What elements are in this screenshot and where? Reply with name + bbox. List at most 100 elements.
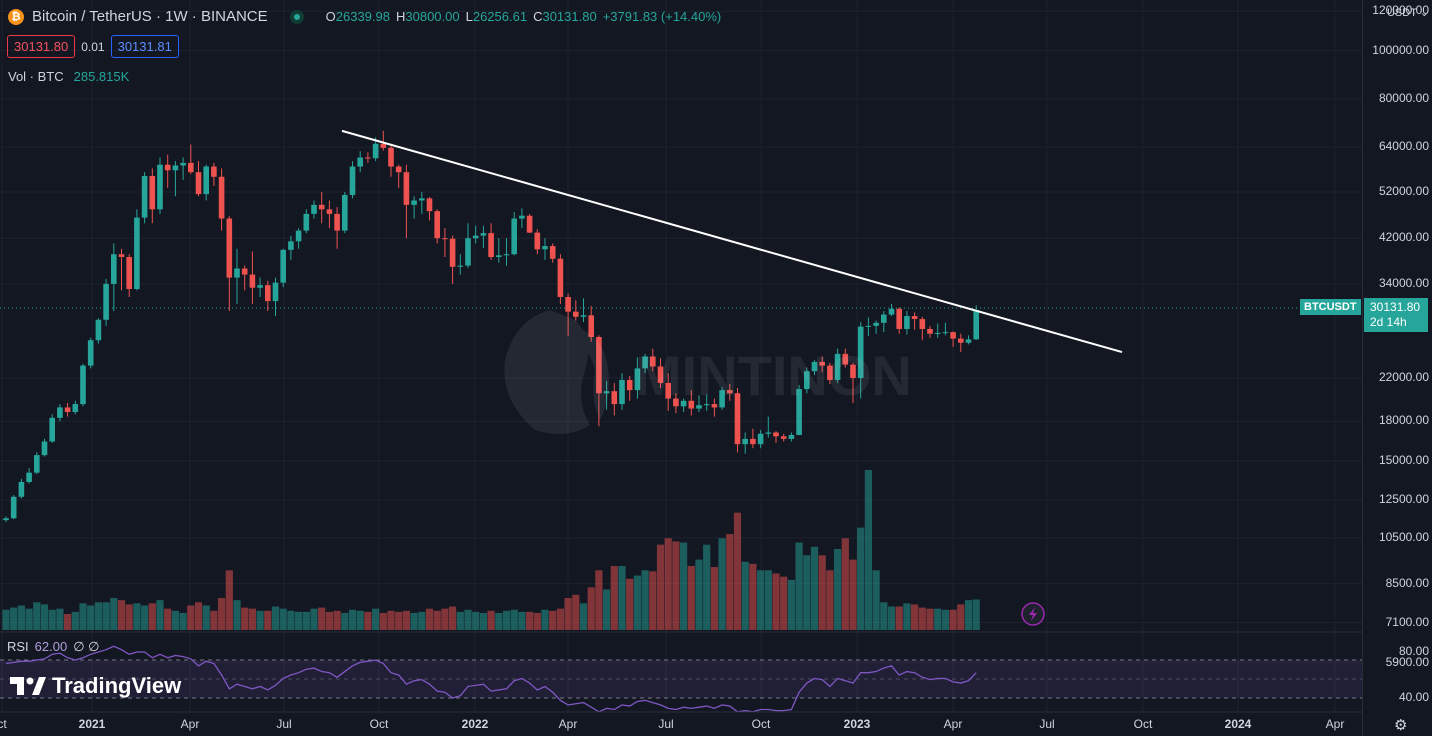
candle[interactable] <box>111 243 117 311</box>
candle[interactable] <box>118 248 125 291</box>
candle[interactable] <box>596 335 602 427</box>
candle[interactable] <box>865 317 872 337</box>
candle[interactable] <box>526 213 533 234</box>
candle[interactable] <box>303 209 310 234</box>
candle[interactable] <box>496 238 502 263</box>
candle[interactable] <box>804 367 810 394</box>
candle[interactable] <box>480 225 487 249</box>
candle[interactable] <box>904 310 910 335</box>
candle[interactable] <box>457 254 464 275</box>
candle[interactable] <box>734 388 741 453</box>
candle[interactable] <box>634 357 641 399</box>
candle[interactable] <box>342 192 348 234</box>
trendline[interactable] <box>341 129 1123 354</box>
tradingview-logo[interactable]: TradingView <box>10 673 181 699</box>
candle[interactable] <box>488 223 494 260</box>
candle[interactable] <box>218 168 225 231</box>
candle[interactable] <box>126 254 132 297</box>
buy-button[interactable]: 30131.81 <box>110 35 179 58</box>
candle[interactable] <box>750 428 756 449</box>
candle[interactable] <box>834 348 841 383</box>
candle[interactable] <box>703 394 710 411</box>
candle[interactable] <box>411 196 417 219</box>
candle[interactable] <box>727 383 733 401</box>
candle[interactable] <box>311 200 317 219</box>
candle[interactable] <box>503 238 510 266</box>
price-chart[interactable] <box>0 0 1362 736</box>
candle[interactable] <box>388 143 394 177</box>
candle[interactable] <box>234 248 240 304</box>
candle[interactable] <box>642 353 648 374</box>
candle[interactable] <box>149 168 156 224</box>
candle[interactable] <box>49 414 55 443</box>
candle[interactable] <box>64 402 71 417</box>
candle[interactable] <box>765 416 772 438</box>
candle[interactable] <box>172 161 179 197</box>
candle[interactable] <box>3 516 9 523</box>
symbol-title[interactable]: Bitcoin / TetherUS · 1W · BINANCE <box>32 8 268 25</box>
candle[interactable] <box>318 192 325 224</box>
candle[interactable] <box>657 358 664 389</box>
candle[interactable] <box>919 316 926 341</box>
candle[interactable] <box>241 265 248 291</box>
candle[interactable] <box>950 331 956 347</box>
candle[interactable] <box>26 468 32 484</box>
candle[interactable] <box>365 152 371 163</box>
candle[interactable] <box>334 207 340 249</box>
candle[interactable] <box>472 225 479 244</box>
candle[interactable] <box>773 431 779 443</box>
candle[interactable] <box>665 373 671 411</box>
candle[interactable] <box>688 390 695 416</box>
candle[interactable] <box>857 322 864 399</box>
candle[interactable] <box>573 300 579 321</box>
candle[interactable] <box>611 382 618 416</box>
candle[interactable] <box>711 398 718 417</box>
currency-selector[interactable]: USDT ⌄ <box>1386 7 1429 19</box>
lightning-icon[interactable] <box>1021 602 1045 626</box>
trendline-segment[interactable] <box>341 129 1123 354</box>
candle[interactable] <box>211 162 217 186</box>
candle[interactable] <box>188 144 194 175</box>
candle[interactable] <box>180 157 186 180</box>
candle[interactable] <box>850 362 856 403</box>
candle[interactable] <box>927 325 933 338</box>
candle[interactable] <box>842 348 849 368</box>
candle[interactable] <box>811 360 818 376</box>
price-axis[interactable]: USDT ⌄ 120000.00 100000.00 80000.00 64000.0… <box>1362 0 1432 736</box>
candle[interactable] <box>34 452 40 475</box>
candle[interactable] <box>819 356 825 373</box>
candle[interactable] <box>881 310 887 333</box>
candle[interactable] <box>911 312 918 330</box>
candle[interactable] <box>80 363 86 407</box>
candle[interactable] <box>796 384 802 436</box>
candle[interactable] <box>619 373 625 410</box>
candle[interactable] <box>680 398 687 412</box>
candle[interactable] <box>465 223 471 268</box>
candle[interactable] <box>18 478 25 499</box>
candle[interactable] <box>226 216 233 311</box>
candle[interactable] <box>380 130 387 151</box>
rsi-label[interactable]: RSI <box>7 639 29 654</box>
candle[interactable] <box>626 376 633 401</box>
candle[interactable] <box>511 212 517 256</box>
candlesticks[interactable] <box>3 130 979 523</box>
candle[interactable] <box>141 172 148 224</box>
candle[interactable] <box>272 277 279 317</box>
candle[interactable] <box>249 251 256 304</box>
candle[interactable] <box>534 229 541 255</box>
candle[interactable] <box>434 209 440 244</box>
candle[interactable] <box>650 348 656 372</box>
candle[interactable] <box>41 438 48 457</box>
candle[interactable] <box>195 161 202 197</box>
candle[interactable] <box>873 320 879 334</box>
candle[interactable] <box>257 277 263 297</box>
candle[interactable] <box>580 298 587 323</box>
candle[interactable] <box>603 380 610 410</box>
candle[interactable] <box>295 228 302 249</box>
candle[interactable] <box>549 243 556 263</box>
candle[interactable] <box>780 433 787 442</box>
candle[interactable] <box>87 337 94 369</box>
candle[interactable] <box>164 154 171 188</box>
candle[interactable] <box>588 305 594 342</box>
candle[interactable] <box>888 303 895 317</box>
